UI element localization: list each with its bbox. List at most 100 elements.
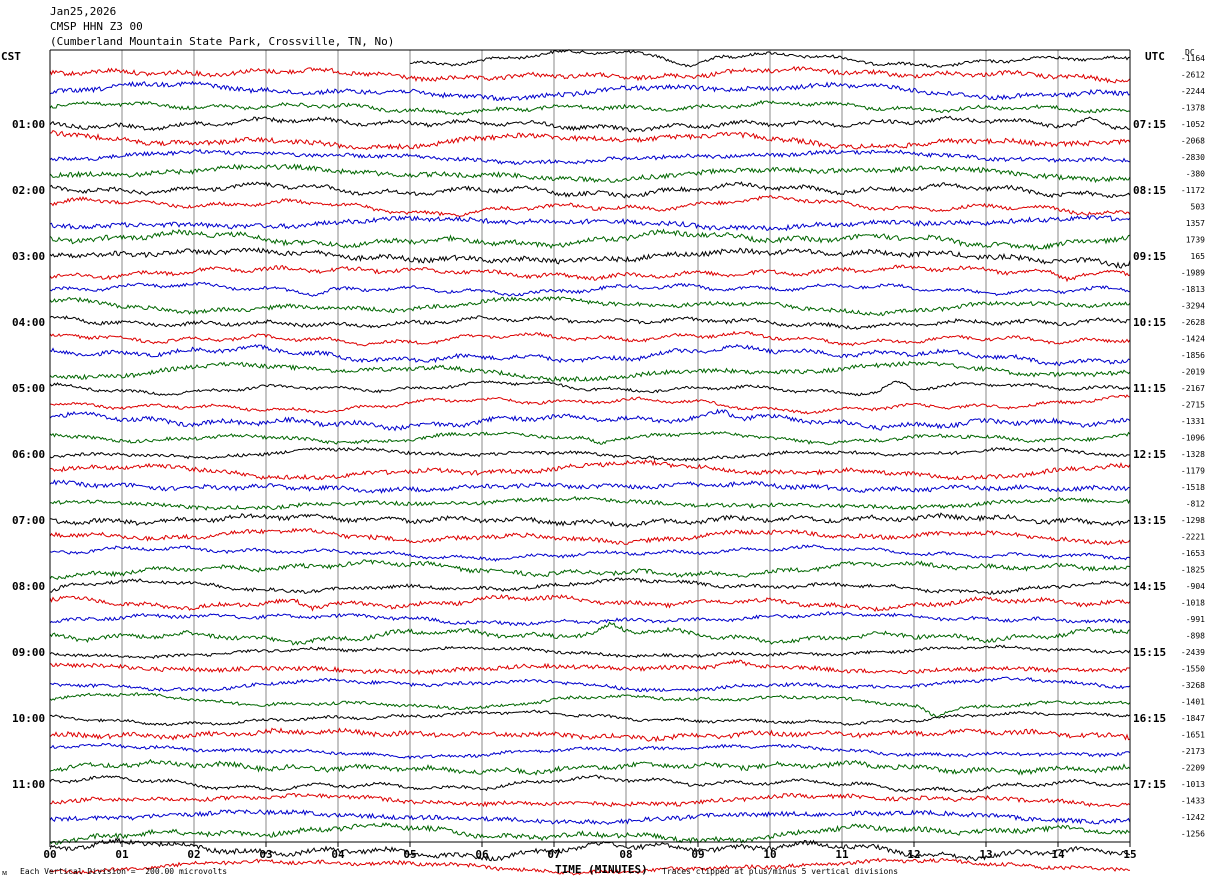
- x-tick-label: 03: [259, 848, 272, 861]
- dc-offset-label: 1739: [1186, 236, 1205, 245]
- x-tick-label: 10: [763, 848, 776, 861]
- dc-offset-label: -1013: [1181, 780, 1205, 789]
- dc-offset-label: -1331: [1181, 417, 1205, 426]
- dc-offset-label: -1096: [1181, 434, 1205, 443]
- x-tick-label: 06: [475, 848, 489, 861]
- x-tick-label: 04: [331, 848, 345, 861]
- seismic-trace: [49, 408, 1131, 432]
- seismic-trace: [49, 296, 1131, 317]
- seismic-trace: [49, 837, 1131, 862]
- dc-offset-label: -2244: [1181, 87, 1205, 96]
- left-hour-label: 05:00: [12, 382, 45, 395]
- dc-offset-label: -2221: [1181, 533, 1205, 542]
- dc-offset-label: -1242: [1181, 813, 1205, 822]
- seismic-traces: [49, 48, 1131, 876]
- dc-offset-label: -1018: [1181, 599, 1205, 608]
- seismic-trace: [49, 611, 1131, 627]
- dc-offset-label: -2715: [1181, 401, 1205, 410]
- seismic-trace: [49, 792, 1131, 808]
- dc-offset-label: -1179: [1181, 467, 1205, 476]
- dc-offset-label: -2019: [1181, 368, 1205, 377]
- dc-offset-label: -1518: [1181, 483, 1205, 492]
- dc-offset-label: -812: [1186, 500, 1205, 509]
- dc-offset-label: -2209: [1181, 764, 1205, 773]
- dc-offset-label: -1401: [1181, 698, 1205, 707]
- right-timezone-label: UTC: [1145, 50, 1165, 63]
- right-hour-label: 10:15: [1133, 316, 1166, 329]
- x-tick-label: 05: [403, 848, 416, 861]
- dc-offset-label: -1825: [1181, 566, 1205, 575]
- seismic-trace: [49, 527, 1131, 546]
- left-hour-label: 02:00: [12, 184, 45, 197]
- x-tick-labels: 00 01 02 03 04 05 06 07 08 09 10 11 12 13 14 15: [43, 842, 1137, 861]
- x-tick-label: 00: [43, 848, 56, 861]
- seismic-trace: [49, 809, 1131, 826]
- right-hour-label: 12:15: [1133, 448, 1166, 461]
- right-hour-label: 08:15: [1133, 184, 1166, 197]
- seismic-trace: [49, 228, 1131, 252]
- x-axis-title: TIME (MINUTES): [555, 863, 648, 876]
- right-hour-label: 16:15: [1133, 712, 1166, 725]
- hour-labels: 01:00 07:15 02:00 08:15 03:00 09:15 04:00 10:15…: [12, 118, 1166, 791]
- seismic-trace: [409, 48, 1131, 68]
- seismic-trace: [49, 181, 1131, 199]
- x-tick-label: 02: [187, 848, 200, 861]
- seismic-trace: [49, 544, 1131, 562]
- seismic-trace: [49, 214, 1131, 232]
- x-tick-label: 11: [835, 848, 849, 861]
- right-hour-label: 11:15: [1133, 382, 1166, 395]
- dc-offset-label: -2439: [1181, 648, 1205, 657]
- dc-offset-label: -1256: [1181, 830, 1205, 839]
- right-hour-label: 17:15: [1133, 778, 1166, 791]
- station-label: CMSP HHN Z3 00: [50, 20, 143, 33]
- dc-column-header: DC: [1185, 48, 1195, 57]
- left-hour-label: 01:00: [12, 118, 45, 131]
- seismic-trace: [49, 99, 1131, 116]
- dc-offset-label: -1164: [1181, 54, 1205, 63]
- left-hour-label: 10:00: [12, 712, 45, 725]
- seismic-trace: [49, 727, 1131, 743]
- date-label: Jan25,2026: [50, 5, 117, 18]
- seismic-trace: [49, 559, 1131, 580]
- dc-offset-label: -1847: [1181, 714, 1205, 723]
- seismic-trace: [49, 246, 1131, 269]
- x-tick-label: 07: [547, 848, 560, 861]
- seismic-trace: [49, 659, 1130, 676]
- seismic-trace: [49, 115, 1131, 133]
- location-label: (Cumberland Mountain State Park, Crossvi…: [50, 35, 395, 48]
- seismic-trace: [49, 315, 1130, 330]
- clip-note: Traces clipped at plus/minus 5 vertical …: [662, 867, 899, 876]
- seismic-trace: [49, 65, 1131, 84]
- left-timezone-label: CST: [1, 50, 21, 63]
- seismic-trace: [49, 163, 1131, 184]
- dc-offset-label: -1424: [1181, 335, 1205, 344]
- seismic-trace: [49, 512, 1131, 529]
- dc-offset-label: -2612: [1181, 71, 1205, 80]
- seismic-trace: [49, 758, 1131, 776]
- dc-offset-label: -1378: [1181, 104, 1205, 113]
- seismic-trace: [49, 577, 1131, 595]
- seismic-trace: [49, 148, 1131, 166]
- minute-grid: [121, 50, 1059, 842]
- x-tick-label: 08: [619, 848, 632, 861]
- dc-offset-label: -1550: [1181, 665, 1205, 674]
- right-hour-label: 09:15: [1133, 250, 1166, 263]
- dc-offset-label: -904: [1186, 582, 1205, 591]
- dc-offset-label: -2830: [1181, 153, 1205, 162]
- dc-offset-label: -2628: [1181, 318, 1205, 327]
- x-tick-label: 09: [691, 848, 704, 861]
- seismic-trace: [49, 774, 1131, 793]
- seismic-trace: [49, 264, 1131, 283]
- seismic-trace: [49, 446, 1131, 462]
- dc-offset-label: -2173: [1181, 747, 1205, 756]
- seismic-trace: [50, 194, 1131, 218]
- left-hour-label: 04:00: [12, 316, 45, 329]
- dc-offset-label: -1989: [1181, 269, 1205, 278]
- right-hour-label: 13:15: [1133, 514, 1166, 527]
- seismic-trace: [49, 330, 1131, 347]
- right-hour-label: 07:15: [1133, 118, 1166, 131]
- scale-note: Each Vertical Division = 200.00 microvol…: [20, 867, 228, 876]
- dc-offset-label: -2167: [1181, 384, 1205, 393]
- seismic-trace: [49, 479, 1131, 495]
